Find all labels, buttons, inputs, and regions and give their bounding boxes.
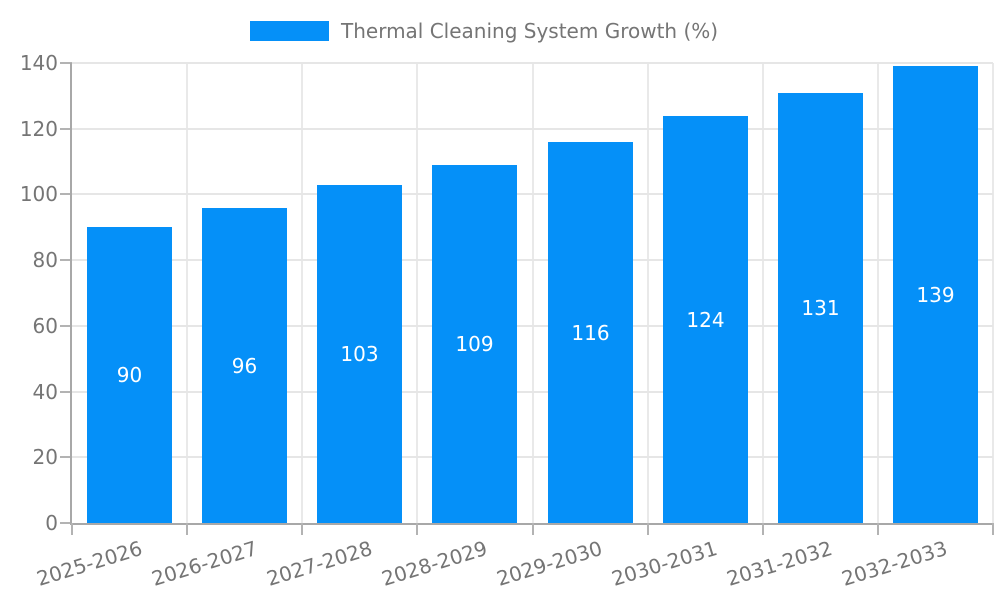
y-axis-line	[70, 63, 72, 525]
horizontal-gridline	[72, 324, 993, 327]
bar-2026-2027: 96	[202, 208, 287, 523]
vertical-gridline	[531, 63, 534, 523]
bar-value-label: 90	[116, 363, 143, 387]
bar-value-label: 116	[571, 320, 610, 345]
y-axis-tick	[60, 127, 72, 130]
y-axis-tick-label: 120	[19, 116, 58, 141]
bar-value-label: 103	[340, 342, 379, 366]
vertical-gridline	[646, 63, 649, 523]
bar-2032-2033: 139	[893, 66, 978, 523]
x-axis-tick	[416, 523, 419, 535]
vertical-gridline	[416, 63, 419, 523]
bar-2029-2030: 116	[548, 142, 633, 523]
vertical-gridline	[761, 63, 764, 523]
x-axis-tick-label: 2025-2026	[33, 536, 145, 591]
bar-2028-2029: 109	[432, 165, 517, 523]
y-axis-tick	[60, 259, 72, 262]
horizontal-gridline	[72, 456, 993, 459]
horizontal-gridline	[72, 127, 993, 130]
y-axis-tick-label: 100	[19, 182, 58, 207]
x-axis-tick	[186, 523, 189, 535]
x-axis-tick	[646, 523, 649, 535]
y-axis-tick	[60, 324, 72, 327]
x-axis-tick-label: 2029-2030	[493, 536, 606, 591]
horizontal-gridline	[72, 390, 993, 393]
bar-value-label: 96	[231, 353, 258, 378]
horizontal-gridline	[72, 62, 993, 64]
bar-2031-2032: 131	[778, 93, 863, 523]
bar-value-label: 124	[686, 307, 725, 332]
bar-2025-2026: 90	[87, 227, 172, 523]
y-axis-tick	[60, 390, 72, 393]
horizontal-gridline	[72, 193, 993, 196]
vertical-gridline	[876, 63, 879, 523]
y-axis-tick	[60, 193, 72, 196]
x-axis-tick	[992, 523, 994, 535]
x-axis-tick-label: 2027-2028	[263, 536, 375, 591]
legend-item[interactable]: Thermal Cleaning System Growth (%)	[250, 18, 718, 44]
legend-swatch-icon	[250, 21, 329, 41]
y-axis-tick	[60, 522, 72, 524]
x-axis-tick-label: 2028-2029	[378, 536, 490, 591]
y-axis-tick-label: 0	[45, 511, 58, 535]
x-axis-tick	[876, 523, 879, 535]
y-axis-tick-label: 140	[19, 51, 58, 75]
y-axis-tick-label: 80	[32, 248, 58, 273]
y-axis-tick	[60, 62, 72, 64]
x-axis-tick	[301, 523, 304, 535]
vertical-gridline	[186, 63, 189, 523]
x-axis-tick-label: 2032-2033	[839, 536, 951, 591]
bar-value-label: 109	[455, 332, 494, 356]
bar-value-label: 139	[916, 282, 955, 307]
vertical-gridline	[301, 63, 304, 523]
x-axis-tick-label: 2030-2031	[608, 536, 721, 591]
bar-value-label: 131	[801, 296, 840, 320]
vertical-gridline	[992, 63, 994, 523]
legend-label: Thermal Cleaning System Growth (%)	[341, 19, 719, 43]
horizontal-gridline	[72, 259, 993, 262]
bar-2027-2028: 103	[317, 185, 402, 523]
x-axis-tick-label: 2026-2027	[148, 536, 260, 591]
x-axis-tick	[71, 523, 73, 535]
x-axis-tick	[531, 523, 534, 535]
y-axis-tick-label: 40	[32, 379, 58, 404]
x-axis-tick	[761, 523, 764, 535]
y-axis-tick-label: 60	[32, 313, 58, 338]
bar-2030-2031: 124	[663, 116, 748, 523]
y-axis-tick	[60, 456, 72, 459]
y-axis-tick-label: 20	[32, 445, 58, 470]
x-axis-tick-label: 2031-2032	[724, 536, 836, 591]
